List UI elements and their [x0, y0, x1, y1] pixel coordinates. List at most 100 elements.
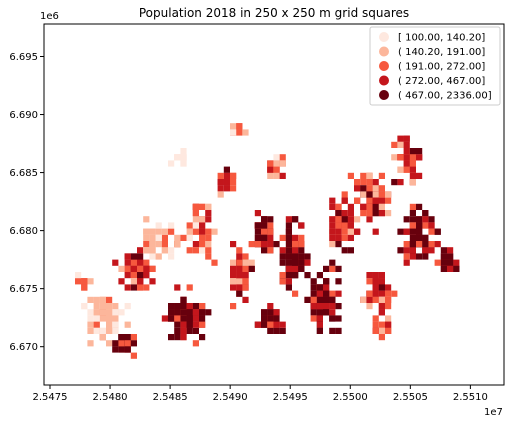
- grid-cell: [292, 265, 299, 272]
- grid-cell: [316, 327, 323, 334]
- grid-cell: [391, 179, 398, 186]
- grid-cell: [99, 315, 106, 322]
- grid-cell: [137, 259, 144, 266]
- grid-cell: [422, 210, 429, 217]
- grid-cell: [130, 340, 137, 347]
- x-tick-label: 2.5500: [333, 392, 368, 403]
- grid-cell: [298, 241, 305, 248]
- grid-cell: [267, 234, 274, 241]
- grid-cell: [335, 228, 342, 235]
- grid-cell: [403, 247, 410, 254]
- grid-cell: [180, 148, 187, 155]
- grid-cell: [236, 278, 243, 285]
- y-offset-label: 1e6: [40, 11, 59, 22]
- grid-cell: [130, 278, 137, 285]
- grid-cell: [236, 284, 243, 291]
- grid-cell: [416, 222, 423, 229]
- grid-cell: [174, 334, 181, 341]
- grid-cell: [397, 247, 404, 254]
- grid-cell: [230, 179, 237, 186]
- grid-cell: [298, 247, 305, 254]
- grid-cell: [230, 284, 237, 291]
- grid-cell: [360, 203, 367, 210]
- x-tick-label: 2.5495: [273, 392, 308, 403]
- grid-cell: [180, 321, 187, 328]
- grid-cell: [254, 228, 261, 235]
- grid-cell: [316, 284, 323, 291]
- grid-cell: [168, 253, 175, 260]
- grid-cell: [137, 284, 144, 291]
- grid-cell: [199, 228, 206, 235]
- grid-cell: [347, 210, 354, 217]
- legend-marker: [379, 46, 389, 57]
- grid-cell: [205, 253, 212, 260]
- grid-cell: [81, 303, 88, 310]
- grid-cell: [93, 315, 100, 322]
- grid-cell: [316, 309, 323, 316]
- grid-cell: [81, 278, 88, 285]
- grid-cell: [242, 296, 249, 303]
- grid-cell: [205, 203, 212, 210]
- grid-cell: [310, 315, 317, 322]
- grid-cell: [137, 278, 144, 285]
- grid-cell: [112, 327, 119, 334]
- grid-cell: [130, 265, 137, 272]
- grid-cell: [329, 290, 336, 297]
- grid-cell: [267, 309, 274, 316]
- grid-cell: [124, 259, 131, 266]
- grid-cell: [378, 321, 385, 328]
- grid-cell: [360, 191, 367, 198]
- grid-cell: [192, 210, 199, 217]
- grid-cell: [292, 234, 299, 241]
- grid-cell: [298, 222, 305, 229]
- grid-cell: [292, 253, 299, 260]
- legend-marker: [379, 90, 389, 100]
- grid-cell: [360, 296, 367, 303]
- grid-cell: [298, 265, 305, 272]
- grid-cell: [347, 228, 354, 235]
- grid-cell: [316, 303, 323, 310]
- grid-cell: [143, 259, 150, 266]
- grid-cell: [124, 265, 131, 272]
- grid-cell: [347, 247, 354, 254]
- grid-cell: [137, 265, 144, 272]
- grid-cell: [192, 315, 199, 322]
- grid-cell: [186, 247, 193, 254]
- grid-cell: [75, 272, 82, 279]
- grid-cell: [161, 241, 168, 248]
- grid-cell: [366, 185, 373, 192]
- legend-marker: [379, 32, 389, 42]
- grid-cell: [99, 327, 106, 334]
- grid-cell: [261, 216, 268, 223]
- grid-cell: [440, 265, 447, 272]
- grid-cell: [416, 241, 423, 248]
- grid-cell: [329, 265, 336, 272]
- grid-cell: [316, 296, 323, 303]
- grid-cell: [372, 327, 379, 334]
- grid-cell: [409, 172, 416, 179]
- grid-cell: [416, 154, 423, 161]
- grid-cell: [130, 253, 137, 260]
- grid-cell: [112, 346, 119, 353]
- grid-cell: [279, 172, 286, 179]
- grid-cell: [149, 228, 156, 235]
- grid-cell: [81, 284, 88, 291]
- grid-cell: [124, 340, 131, 347]
- grid-cell: [403, 228, 410, 235]
- grid-cell: [323, 265, 330, 272]
- grid-cell: [180, 303, 187, 310]
- grid-cell: [360, 179, 367, 186]
- grid-cell: [416, 228, 423, 235]
- grid-cell: [143, 234, 150, 241]
- grid-cell: [403, 135, 410, 142]
- grid-cell: [335, 203, 342, 210]
- grid-cell: [329, 216, 336, 223]
- grid-cell: [254, 210, 261, 217]
- grid-cell: [403, 160, 410, 167]
- grid-cell: [323, 303, 330, 310]
- legend-label: ( 140.20, 191.00]: [398, 47, 485, 58]
- grid-cell: [378, 290, 385, 297]
- grid-cell: [161, 234, 168, 241]
- grid-cell: [199, 241, 206, 248]
- grid-cell: [440, 253, 447, 260]
